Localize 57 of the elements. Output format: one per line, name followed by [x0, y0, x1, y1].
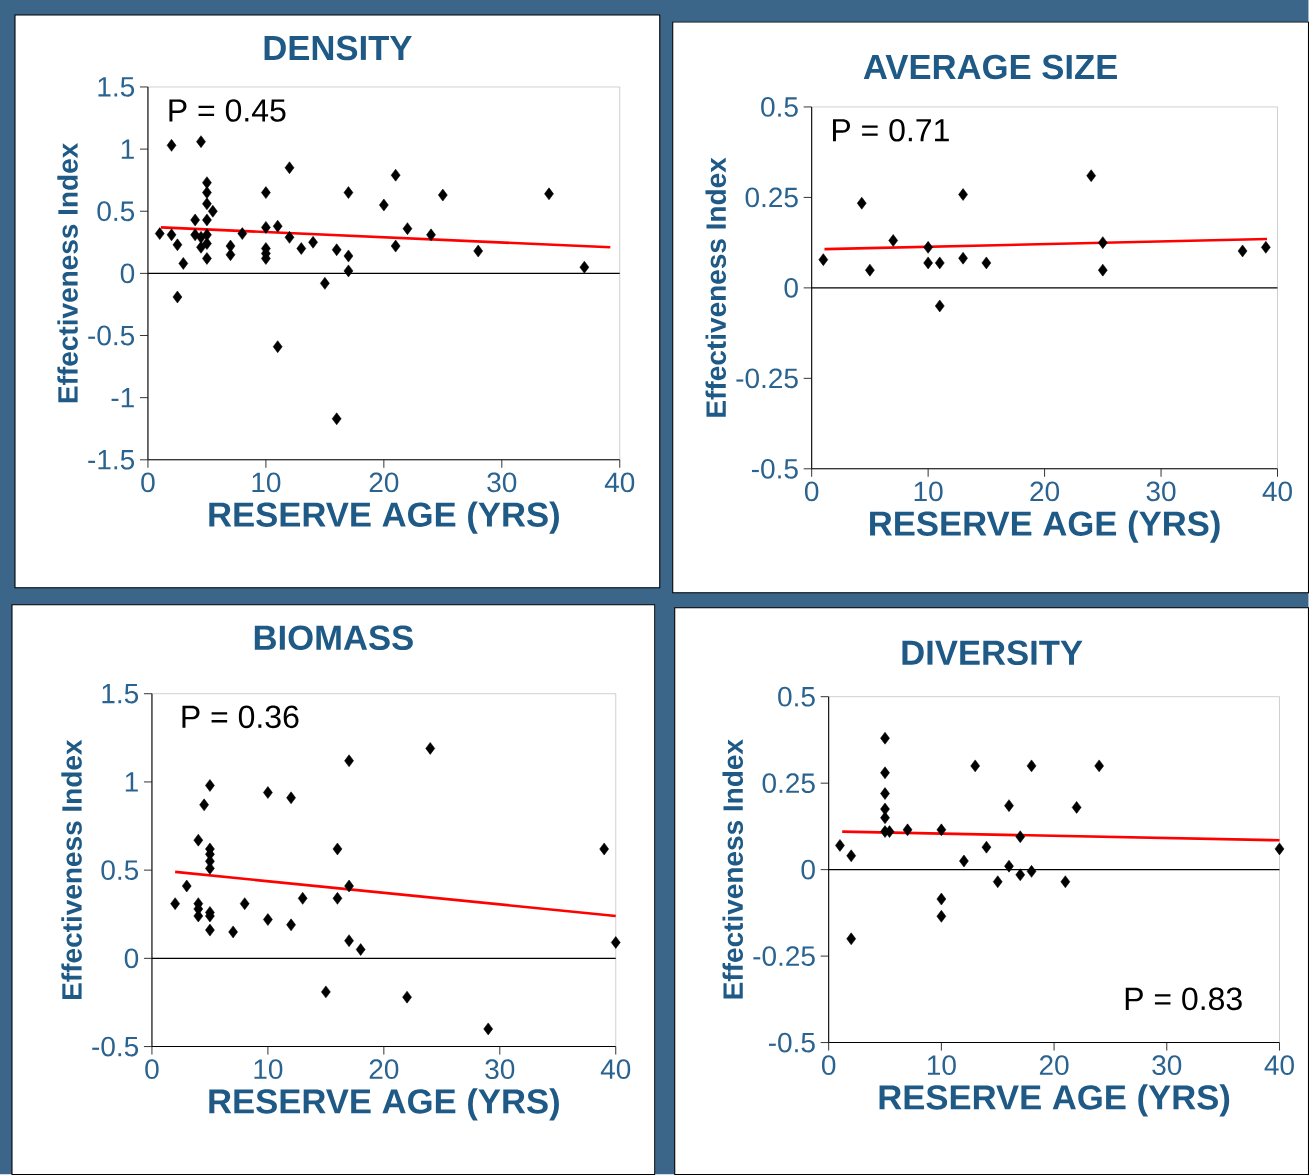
y-tick-label: 0	[801, 859, 815, 880]
y-tick-label: 0.5	[778, 686, 815, 707]
x-tick-label: 20	[369, 472, 399, 493]
x-axis-title: RESERVE AGE (YRS)	[870, 510, 1220, 543]
chart-title: AVERAGE SIZE	[863, 54, 1117, 80]
x-tick-label: 10	[927, 1055, 956, 1076]
x-tick-label: 40	[600, 1059, 631, 1080]
x-tick-label: 0	[821, 1055, 836, 1076]
x-tick-label: 20	[369, 1059, 399, 1080]
y-tick-label: 0	[784, 277, 798, 298]
y-tick-label: -0.5	[751, 458, 798, 479]
x-tick-label: 10	[254, 1059, 283, 1080]
y-tick-label: 1.5	[98, 77, 135, 97]
x-tick-label: 20	[1030, 481, 1060, 502]
annotation: P = 0.83	[1125, 987, 1242, 1011]
x-tick-label: 30	[487, 472, 517, 493]
annotation: P = 0.71	[832, 118, 949, 142]
y-tick-label: -0.5	[92, 1036, 139, 1057]
y-tick-label: 0.5	[761, 97, 798, 117]
x-axis-title: RESERVE AGE (YRS)	[209, 1088, 559, 1121]
x-tick-label: 0	[145, 1059, 159, 1080]
annotation: P = 0.45	[169, 99, 286, 122]
y-tick-label: 0	[120, 263, 135, 284]
y-tick-label: 1.5	[102, 683, 139, 704]
y-tick-label: -1.5	[88, 450, 135, 470]
y-tick-label: -0.25	[753, 946, 815, 966]
y-tick-label: -0.5	[88, 325, 135, 346]
y-axis-title: Effectiveness Index	[705, 157, 727, 417]
x-tick-label: 0	[141, 472, 155, 493]
x-tick-label: 40	[604, 472, 635, 493]
chart-title: BIOMASS	[254, 625, 413, 650]
x-tick-label: 20	[1039, 1055, 1069, 1076]
y-tick-label: 0.5	[101, 860, 139, 881]
y-tick-label: -1	[111, 388, 134, 408]
y-axis-title: Effectiveness Index	[722, 739, 744, 999]
y-tick-label: 1	[121, 139, 134, 159]
y-tick-label: -0.5	[768, 1032, 815, 1053]
x-tick-label: 10	[252, 472, 281, 493]
chart-title: DIVERSITY	[902, 640, 1083, 665]
y-tick-label: -0.25	[736, 368, 798, 389]
y-tick-label: 1	[125, 772, 138, 792]
x-axis-title: RESERVE AGE (YRS)	[209, 501, 559, 534]
y-tick-label: 0.5	[97, 201, 135, 222]
y-tick-label: 0	[124, 948, 139, 969]
annotation: P = 0.36	[182, 705, 299, 729]
y-tick-label: 0.25	[745, 187, 798, 208]
y-axis-title: Effectiveness Index	[57, 142, 78, 403]
x-tick-label: 30	[1146, 481, 1176, 502]
x-tick-label: 30	[485, 1059, 515, 1080]
y-axis-title: Effectiveness Index	[61, 739, 82, 999]
x-tick-label: 30	[1152, 1055, 1182, 1076]
x-tick-label: 40	[1264, 1055, 1294, 1076]
x-tick-label: 40	[1262, 481, 1292, 502]
chart-title: DENSITY	[264, 35, 412, 61]
y-tick-label: 0.25	[762, 773, 815, 794]
x-tick-label: 10	[914, 481, 943, 502]
x-axis-title: RESERVE AGE (YRS)	[879, 1084, 1230, 1117]
